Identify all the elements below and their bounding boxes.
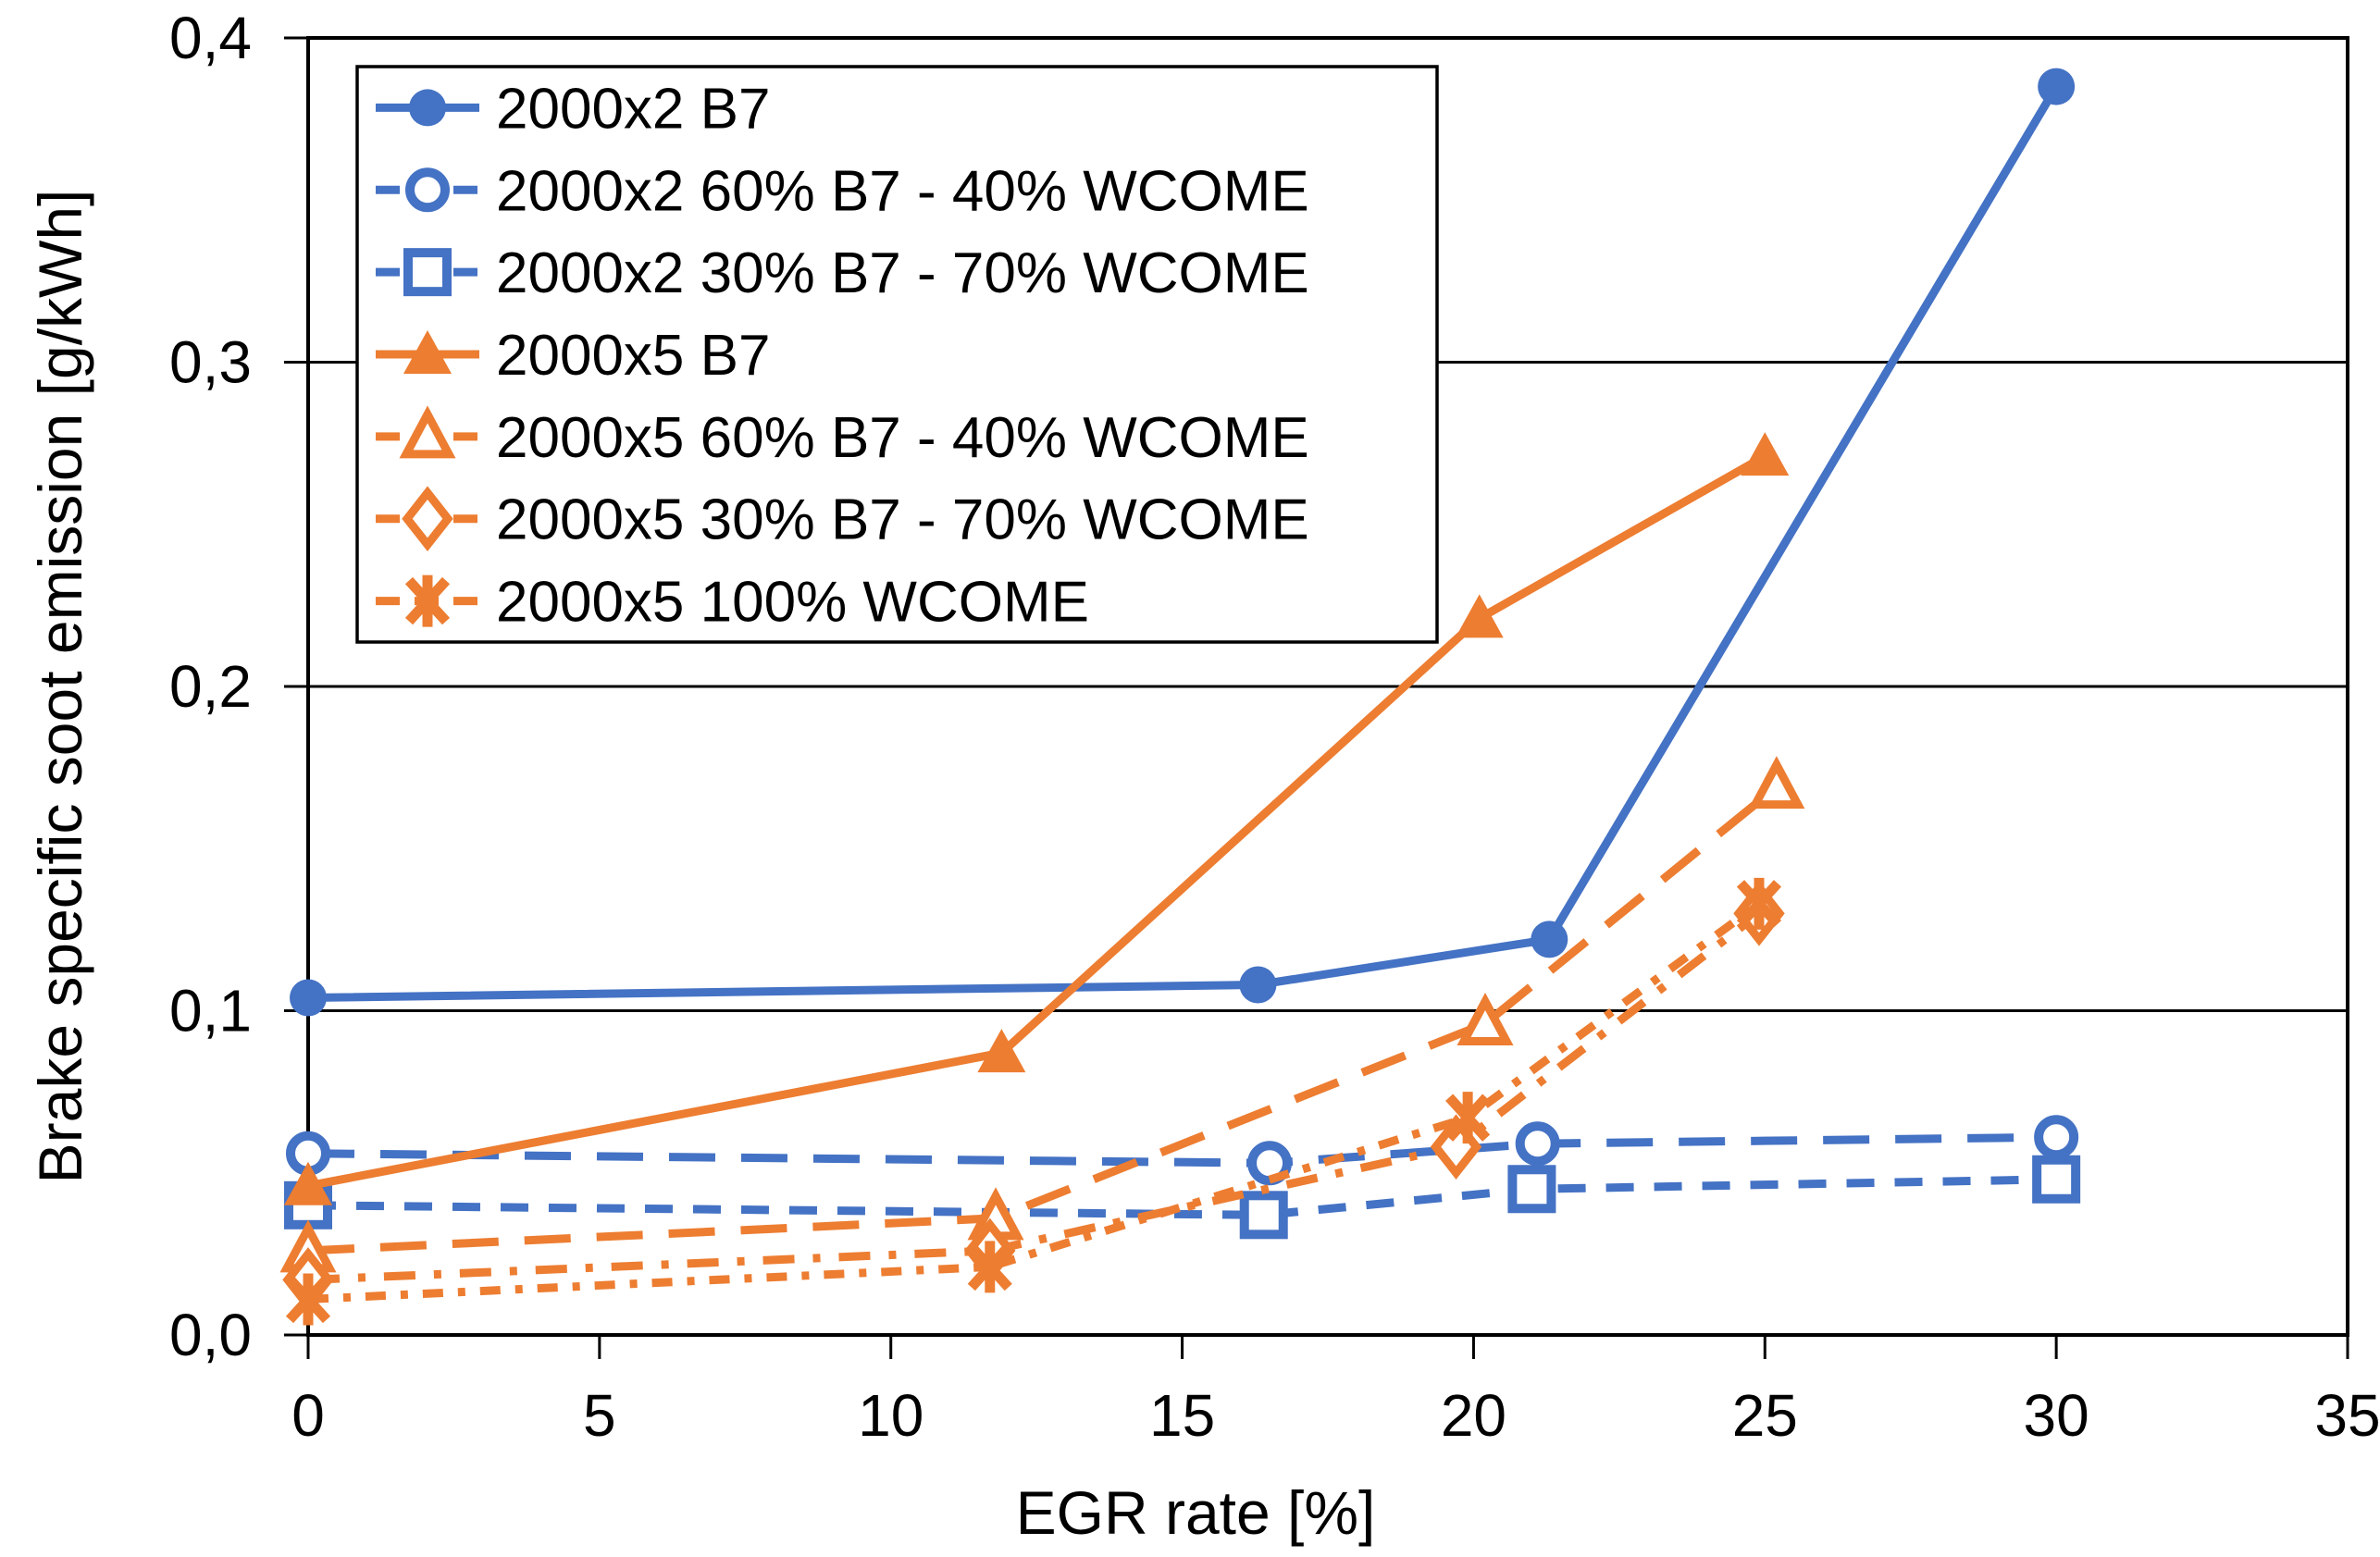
y-tick-label: 0,1: [169, 978, 252, 1044]
legend-entry-label: 2000x2 60% B7 - 40% WCOME: [496, 159, 1309, 223]
marker-star: [967, 1241, 1012, 1293]
marker-circle-filled: [1239, 966, 1277, 1004]
x-tick-label: 5: [583, 1382, 616, 1449]
legend-entry-label: 2000x5 30% B7 - 70% WCOME: [496, 488, 1309, 552]
marker-triangle-open: [399, 405, 456, 459]
y-tick-label: 0,4: [169, 5, 252, 71]
x-tick-label: 20: [1441, 1382, 1506, 1449]
legend-entry-label: 2000x5 60% B7 - 40% WCOME: [496, 406, 1309, 470]
marker-star: [404, 575, 451, 627]
legend-entry: 2000x5 100% WCOME: [376, 571, 1089, 635]
legend-entry-label: 2000x2 30% B7 - 70% WCOME: [496, 241, 1309, 305]
legend: 2000x2 B7 2000x2 60% B7 - 40% WCOME 2000x2…: [355, 65, 1439, 644]
marker-triangle-open: [1748, 756, 1805, 809]
marker-circle-open: [1247, 1141, 1293, 1186]
marker-triangle-filled: [1455, 594, 1504, 638]
legend-entry: 2000x5 B7: [376, 324, 770, 388]
legend-entry: 2000x2 60% B7 - 40% WCOME: [376, 159, 1309, 223]
plot-area: 0 5 10 15 20 25 30 35 0,0 0,1 0,2 0,3 0,4: [169, 5, 2380, 1449]
marker-square-open: [403, 248, 452, 297]
series-line: [307, 900, 1762, 1304]
x-axis-title: EGR rate [%]: [1016, 1478, 1376, 1547]
marker-circle-filled: [290, 979, 327, 1017]
legend-entry-label: 2000x5 B7: [496, 324, 770, 388]
x-tick-label: 30: [2024, 1382, 2089, 1449]
x-tick-label: 25: [1732, 1382, 1798, 1449]
series-line: [307, 84, 2060, 1002]
series-line: [307, 1175, 2057, 1219]
marker-triangle-filled: [977, 1029, 1026, 1073]
marker-circle-filled: [2038, 68, 2076, 105]
series-2000x5-b7: [284, 432, 1790, 1205]
legend-entry-label: 2000x5 100% WCOME: [496, 571, 1089, 635]
x-tick-label: 10: [858, 1382, 923, 1449]
marker-triangle-open: [1457, 992, 1514, 1046]
legend-entry: 2000x2 B7: [376, 77, 770, 141]
series-layer: [279, 68, 2081, 1326]
marker-triangle-filled: [1741, 432, 1790, 476]
legend-box: [355, 65, 1439, 644]
series-2000x2-30-b7-70-wcome: [284, 1155, 2081, 1240]
legend-entry: 2000x5 30% B7 - 70% WCOME: [376, 486, 1309, 552]
marker-circle-filled: [409, 89, 446, 127]
marker-circle-filled: [1531, 921, 1568, 958]
marker-triangle-filled: [284, 1161, 332, 1205]
x-tick-label: 0: [291, 1382, 325, 1449]
marker-star: [285, 1273, 331, 1326]
marker-star: [1736, 877, 1782, 930]
x-tick-label: 35: [2314, 1382, 2380, 1449]
marker-diamond-open: [402, 486, 453, 551]
series-line: [307, 909, 1762, 1284]
marker-circle-open: [2034, 1115, 2079, 1160]
series-line: [307, 1132, 2057, 1168]
series-2000x2-60-b7-40-wcome: [286, 1115, 2079, 1186]
series-2000x5-100-wcome: [285, 877, 1782, 1326]
x-tick-label: 15: [1149, 1382, 1215, 1449]
marker-star: [1445, 1092, 1491, 1144]
marker-square-open: [1239, 1191, 1288, 1240]
y-tick-label: 0,2: [169, 653, 252, 720]
marker-triangle-filled: [403, 330, 452, 374]
series-line: [307, 452, 1767, 1191]
marker-circle-open: [1515, 1121, 1560, 1167]
y-tick-label: 0,0: [169, 1302, 252, 1368]
legend-entry: 2000x2 30% B7 - 70% WCOME: [376, 241, 1309, 305]
y-tick-label: 0,3: [169, 329, 252, 396]
legend-entry-label: 2000x2 B7: [496, 77, 770, 141]
marker-circle-open: [405, 167, 450, 213]
series-2000x2-b7: [290, 68, 2076, 1017]
legend-entry: 2000x5 60% B7 - 40% WCOME: [376, 405, 1309, 470]
marker-square-open: [2032, 1155, 2081, 1204]
marker-square-open: [1507, 1165, 1556, 1214]
y-axis-title: Brake specific soot emission [g/kWh]: [26, 190, 94, 1184]
series-line: [307, 784, 1779, 1255]
